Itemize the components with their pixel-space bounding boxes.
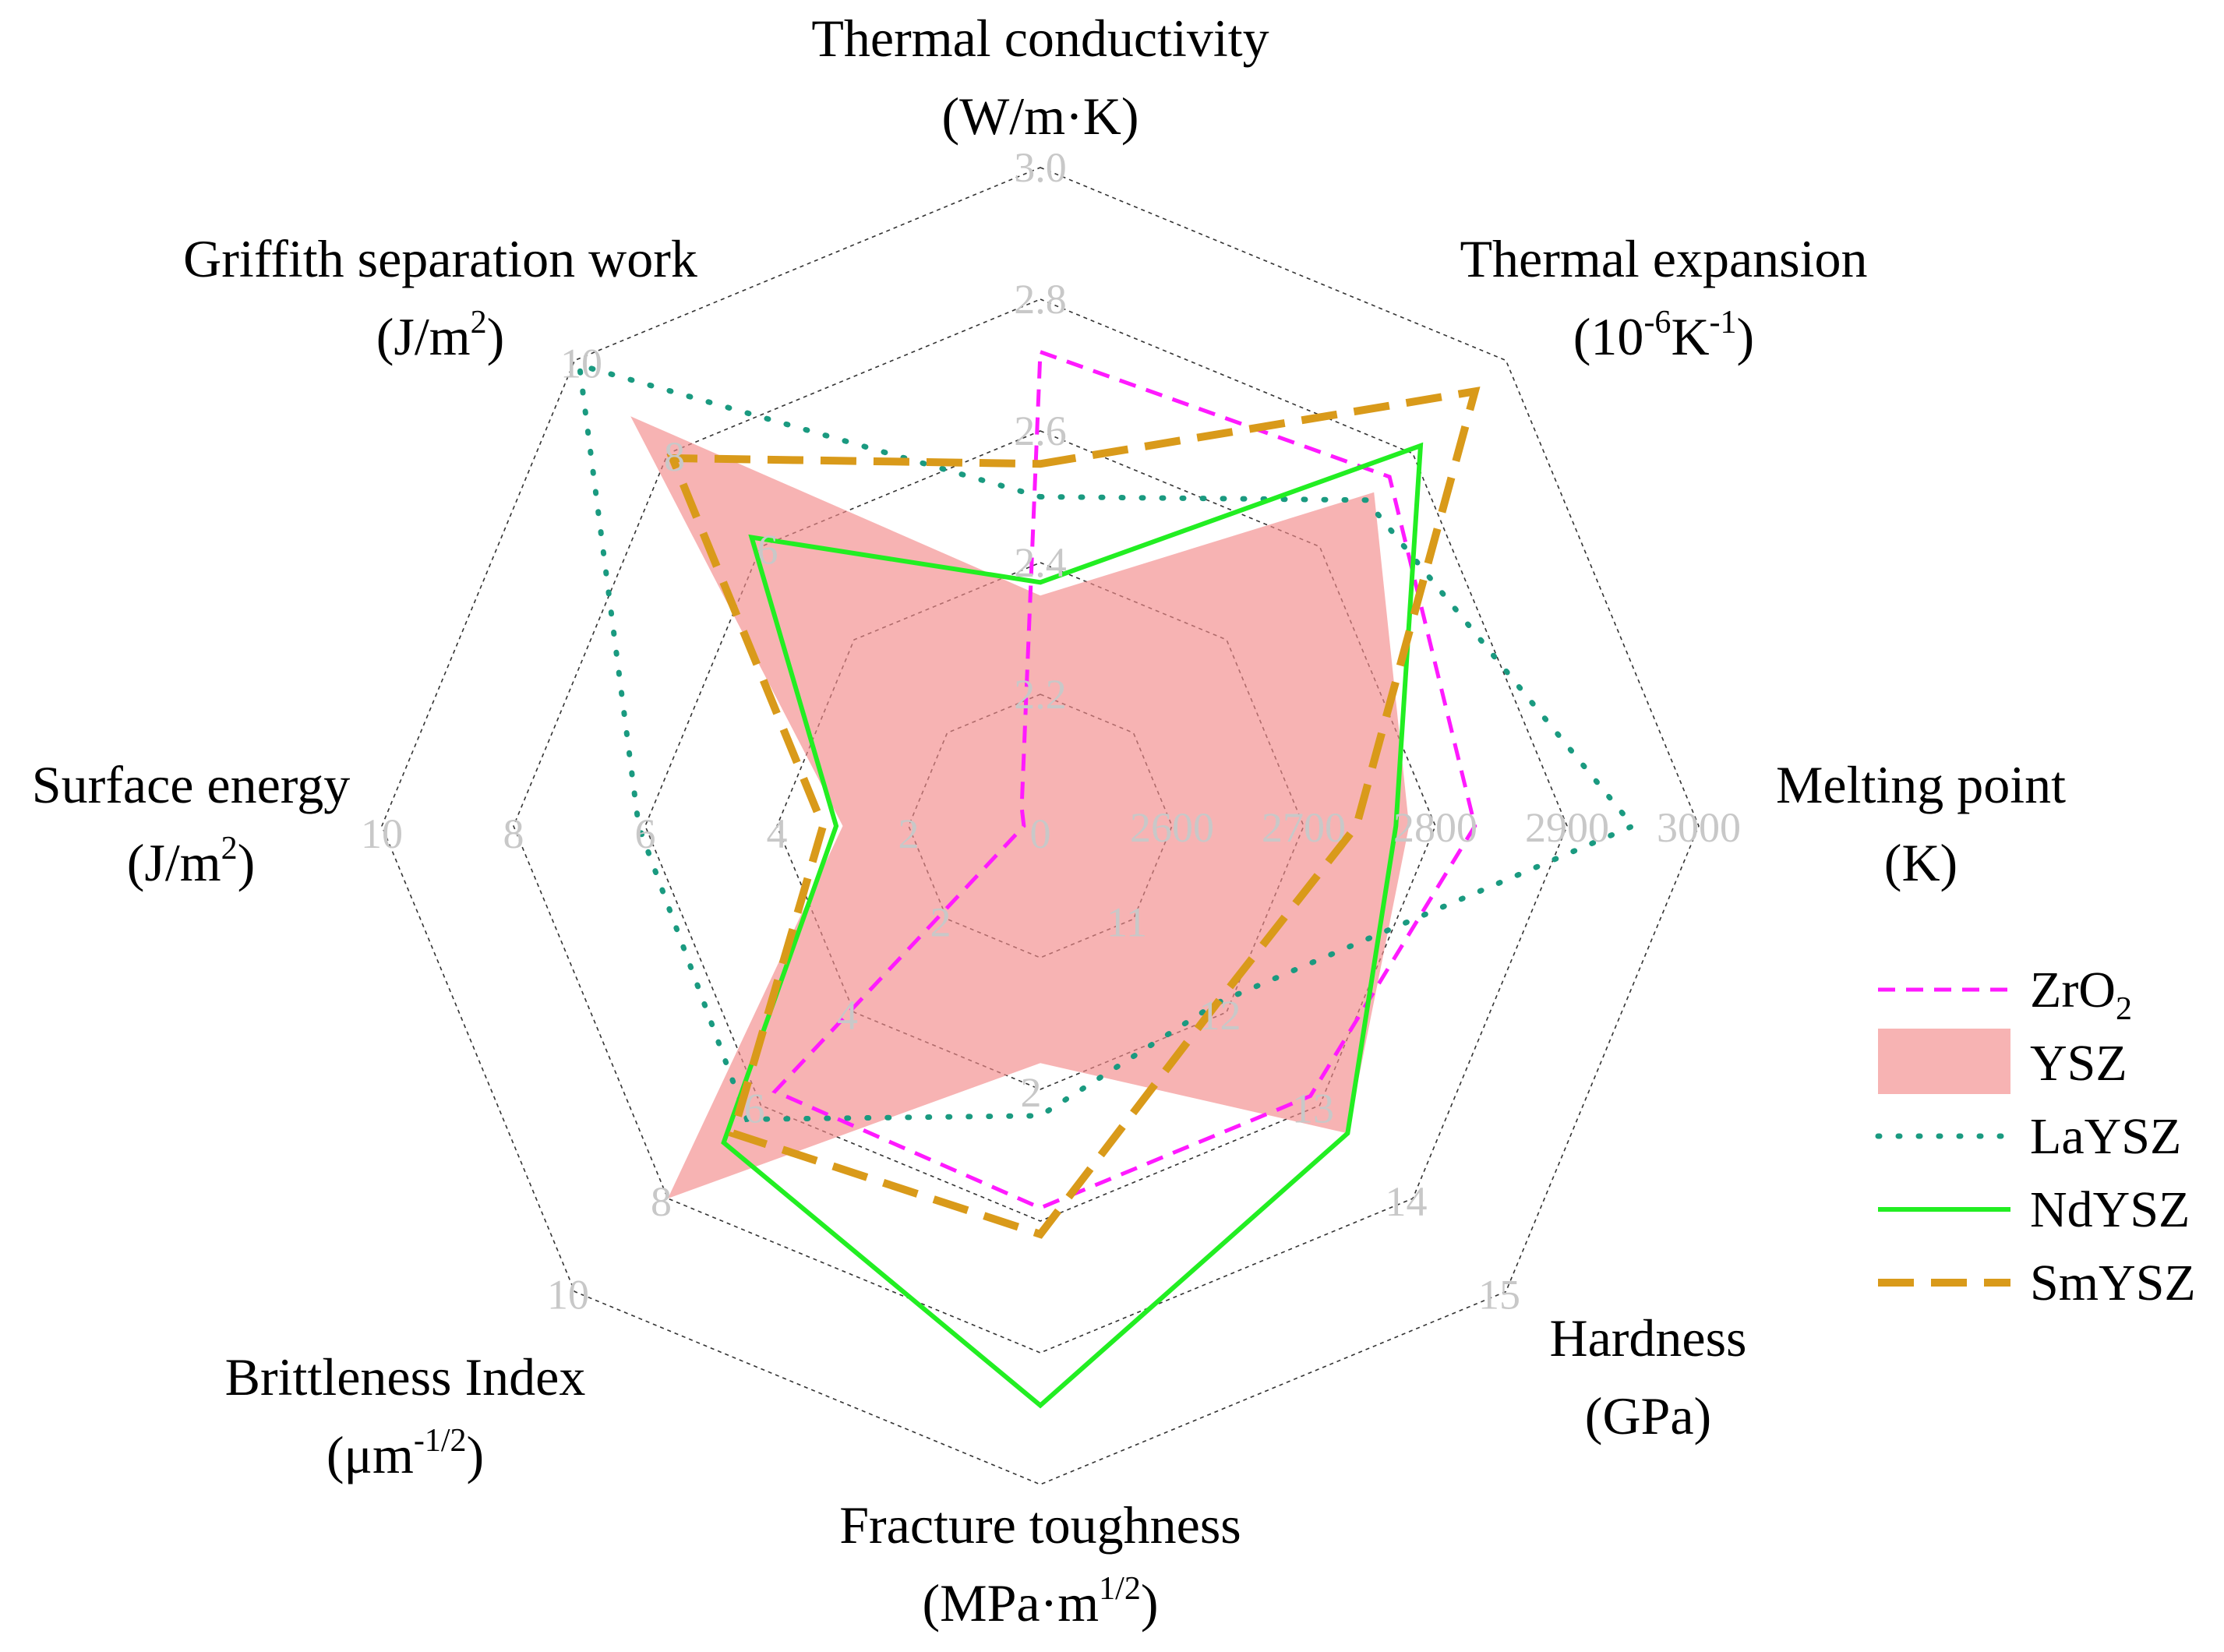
axis-title-melting_point: Melting point xyxy=(1776,755,2066,814)
tick-griffith_separation_work-8: 8 xyxy=(664,433,685,480)
tick-melting_point-2600: 2600 xyxy=(1130,804,1214,851)
axis-title-thermal_expansion: Thermal expansion xyxy=(1460,229,1867,288)
tick-hardness-12: 12 xyxy=(1199,992,1241,1039)
series-smysz xyxy=(666,387,1481,1239)
tick-hardness-13: 13 xyxy=(1292,1085,1334,1132)
tick-thermal_conductivity-2.2: 2.2 xyxy=(1014,671,1067,718)
axis-unit-surface_energy: (J/m2) xyxy=(127,831,256,892)
tick-brittleness_index-6: 6 xyxy=(744,1085,765,1132)
tick-thermal_conductivity-2.8: 2.8 xyxy=(1014,276,1067,323)
tick-surface_energy-4: 4 xyxy=(767,810,788,857)
legend-swatch xyxy=(1878,1029,2010,1094)
legend-item-ysz: YSZ xyxy=(1878,1029,2127,1094)
tick-surface_energy-8: 8 xyxy=(503,810,524,857)
legend-item-zro2: ZrO2 xyxy=(1878,962,2132,1027)
axis-title-fracture_toughness: Fracture toughness xyxy=(839,1495,1241,1555)
series-laysz xyxy=(576,361,1638,1122)
legend-label: ZrO2 xyxy=(2030,962,2132,1027)
grid-ring-5 xyxy=(381,167,1700,1485)
tick-melting_point-2700: 2700 xyxy=(1262,804,1346,851)
axis-unit-thermal_expansion: (10-6K-1) xyxy=(1573,305,1754,366)
axis-title-griffith_separation_work: Griffith separation work xyxy=(183,229,697,288)
tick-griffith_separation_work-6: 6 xyxy=(757,526,778,573)
axis-titles: Thermal conductivity (W/m·K) Thermal expan… xyxy=(32,9,2066,1633)
axis-unit-hardness: (GPa) xyxy=(1585,1386,1711,1446)
legend-item-laysz: LaYSZ xyxy=(1875,1108,2181,1165)
axis-title-thermal_conductivity: Thermal conductivity xyxy=(811,9,1269,68)
tick-brittleness_index-8: 8 xyxy=(651,1178,672,1225)
legend-label: LaYSZ xyxy=(2030,1108,2181,1165)
legend: ZrO2 YSZ LaYSZ NdYSZ SmYSZ xyxy=(1875,962,2196,1311)
series-ndysz xyxy=(721,442,1424,1409)
axis-unit-thermal_conductivity: (W/m·K) xyxy=(941,86,1138,146)
tick-surface_energy-0: 0 xyxy=(1030,810,1051,857)
tick-melting_point-2900: 2900 xyxy=(1525,804,1609,851)
tick-brittleness_index-4: 4 xyxy=(837,992,858,1039)
grid-ring-3 xyxy=(644,430,1436,1222)
legend-item-smysz: SmYSZ xyxy=(1878,1255,2196,1311)
tick-melting_point-3000: 3000 xyxy=(1657,804,1741,851)
legend-label: NdYSZ xyxy=(2030,1181,2190,1238)
tick-thermal_conductivity-3.0: 3.0 xyxy=(1014,144,1067,191)
tick-hardness-11: 11 xyxy=(1107,899,1147,946)
axis-title-brittleness_index: Brittleness Index xyxy=(225,1347,586,1407)
axis-unit-brittleness_index: (μm-1/2) xyxy=(327,1423,484,1484)
tick-brittleness_index-2: 2 xyxy=(930,899,951,946)
series-layer xyxy=(576,349,1638,1409)
tick-surface_energy-10: 10 xyxy=(361,810,403,857)
tick-thermal_conductivity-2.4: 2.4 xyxy=(1014,539,1067,586)
legend-item-ndysz: NdYSZ xyxy=(1878,1181,2190,1238)
axis-unit-melting_point: (K) xyxy=(1884,833,1957,892)
axis-title-hardness: Hardness xyxy=(1549,1308,1746,1368)
legend-label: SmYSZ xyxy=(2030,1255,2196,1311)
tick-hardness-15: 15 xyxy=(1478,1272,1520,1318)
tick-melting_point-2800: 2800 xyxy=(1393,804,1477,851)
tick-labels: 2.2 2.4 2.6 2.8 3.0 2600 2700 2800 2900 3000 11 12 1… xyxy=(361,144,1741,1318)
tick-surface_energy-2: 2 xyxy=(898,810,920,857)
tick-brittleness_index-10: 10 xyxy=(547,1272,589,1318)
tick-surface_energy-6: 6 xyxy=(635,810,656,857)
axis-unit-griffith_separation_work: (J/m2) xyxy=(376,305,505,366)
tick-hardness-14: 14 xyxy=(1386,1178,1428,1225)
axis-unit-fracture_toughness: (MPa·m1/2) xyxy=(923,1571,1159,1633)
legend-label: YSZ xyxy=(2030,1035,2127,1092)
tick-fracture_toughness-2: 2 xyxy=(1021,1069,1042,1116)
tick-griffith_separation_work-10: 10 xyxy=(560,340,602,387)
tick-thermal_conductivity-2.6: 2.6 xyxy=(1014,408,1067,454)
axis-title-surface_energy: Surface energy xyxy=(32,755,350,814)
